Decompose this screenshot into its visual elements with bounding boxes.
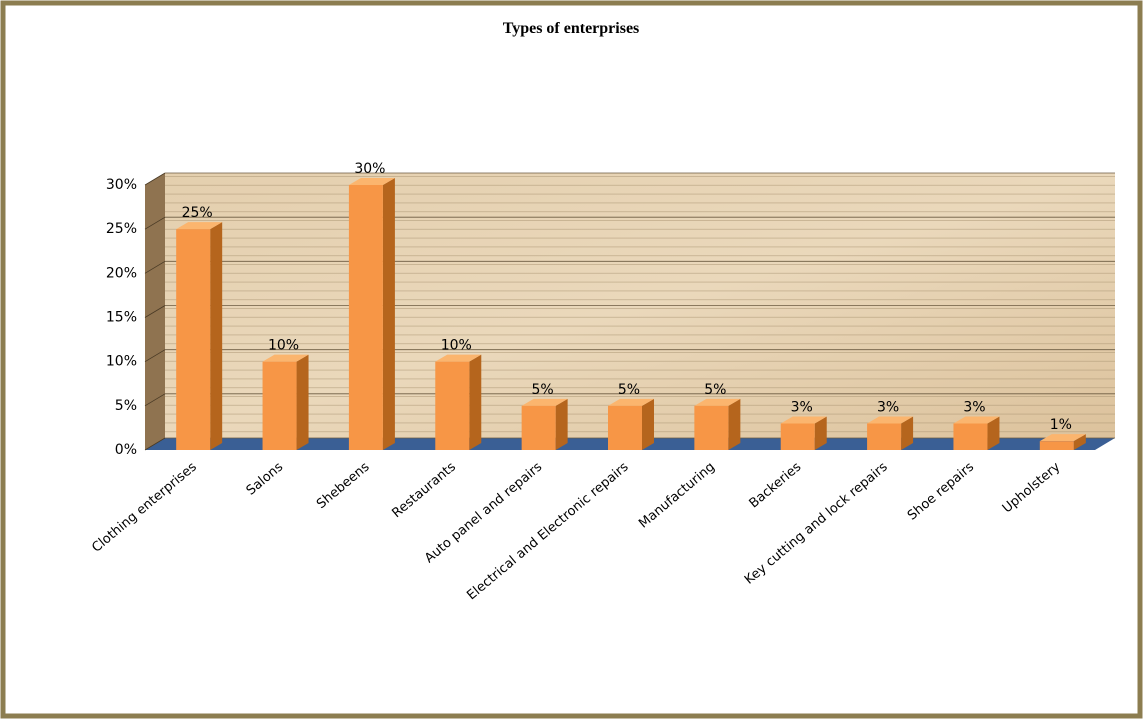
bar-front [349, 185, 383, 450]
y-tick-label: 0% [115, 442, 137, 458]
value-label: 3% [877, 400, 899, 416]
bar-side [469, 355, 481, 450]
value-label: 30% [354, 161, 385, 177]
value-label: 10% [441, 338, 472, 354]
bar-side [642, 399, 654, 450]
value-label: 5% [704, 382, 726, 398]
bar-front [435, 362, 469, 450]
value-label: 5% [618, 382, 640, 398]
bar-front [1040, 441, 1074, 450]
y-tick-label: 20% [106, 265, 137, 281]
bar [781, 417, 827, 451]
y-tick-label: 25% [106, 221, 137, 237]
bar-front [781, 424, 815, 451]
bar-side [383, 178, 395, 450]
bar [694, 399, 740, 450]
value-label: 10% [268, 338, 299, 354]
y-tick-label: 30% [106, 177, 137, 193]
bar-front [694, 406, 728, 450]
y-tick-label: 15% [106, 310, 137, 326]
bar-front [608, 406, 642, 450]
value-label: 3% [963, 400, 985, 416]
value-label: 5% [532, 382, 554, 398]
bar [435, 355, 481, 450]
bar [263, 355, 309, 450]
bar-front [522, 406, 556, 450]
value-label: 3% [791, 400, 813, 416]
bar-side [728, 399, 740, 450]
y-tick-label: 10% [106, 354, 137, 370]
bar [349, 178, 395, 450]
bar [867, 417, 913, 451]
bar-front [176, 229, 210, 450]
bar [608, 399, 654, 450]
bar-front [953, 424, 987, 451]
bar-front [263, 362, 297, 450]
bar-front [867, 424, 901, 451]
chart: Types of enterprises 0% 5% 10% 15% 20% 25% 30%… [0, 0, 1143, 719]
value-label: 25% [182, 205, 213, 221]
bar [522, 399, 568, 450]
y-tick-label: 5% [115, 398, 137, 414]
chart-title: Types of enterprises [503, 20, 640, 37]
bar-side [210, 222, 222, 450]
bar [176, 222, 222, 450]
value-label: 1% [1050, 417, 1072, 433]
bar [953, 417, 999, 451]
bar-side [556, 399, 568, 450]
bar-side [297, 355, 309, 450]
